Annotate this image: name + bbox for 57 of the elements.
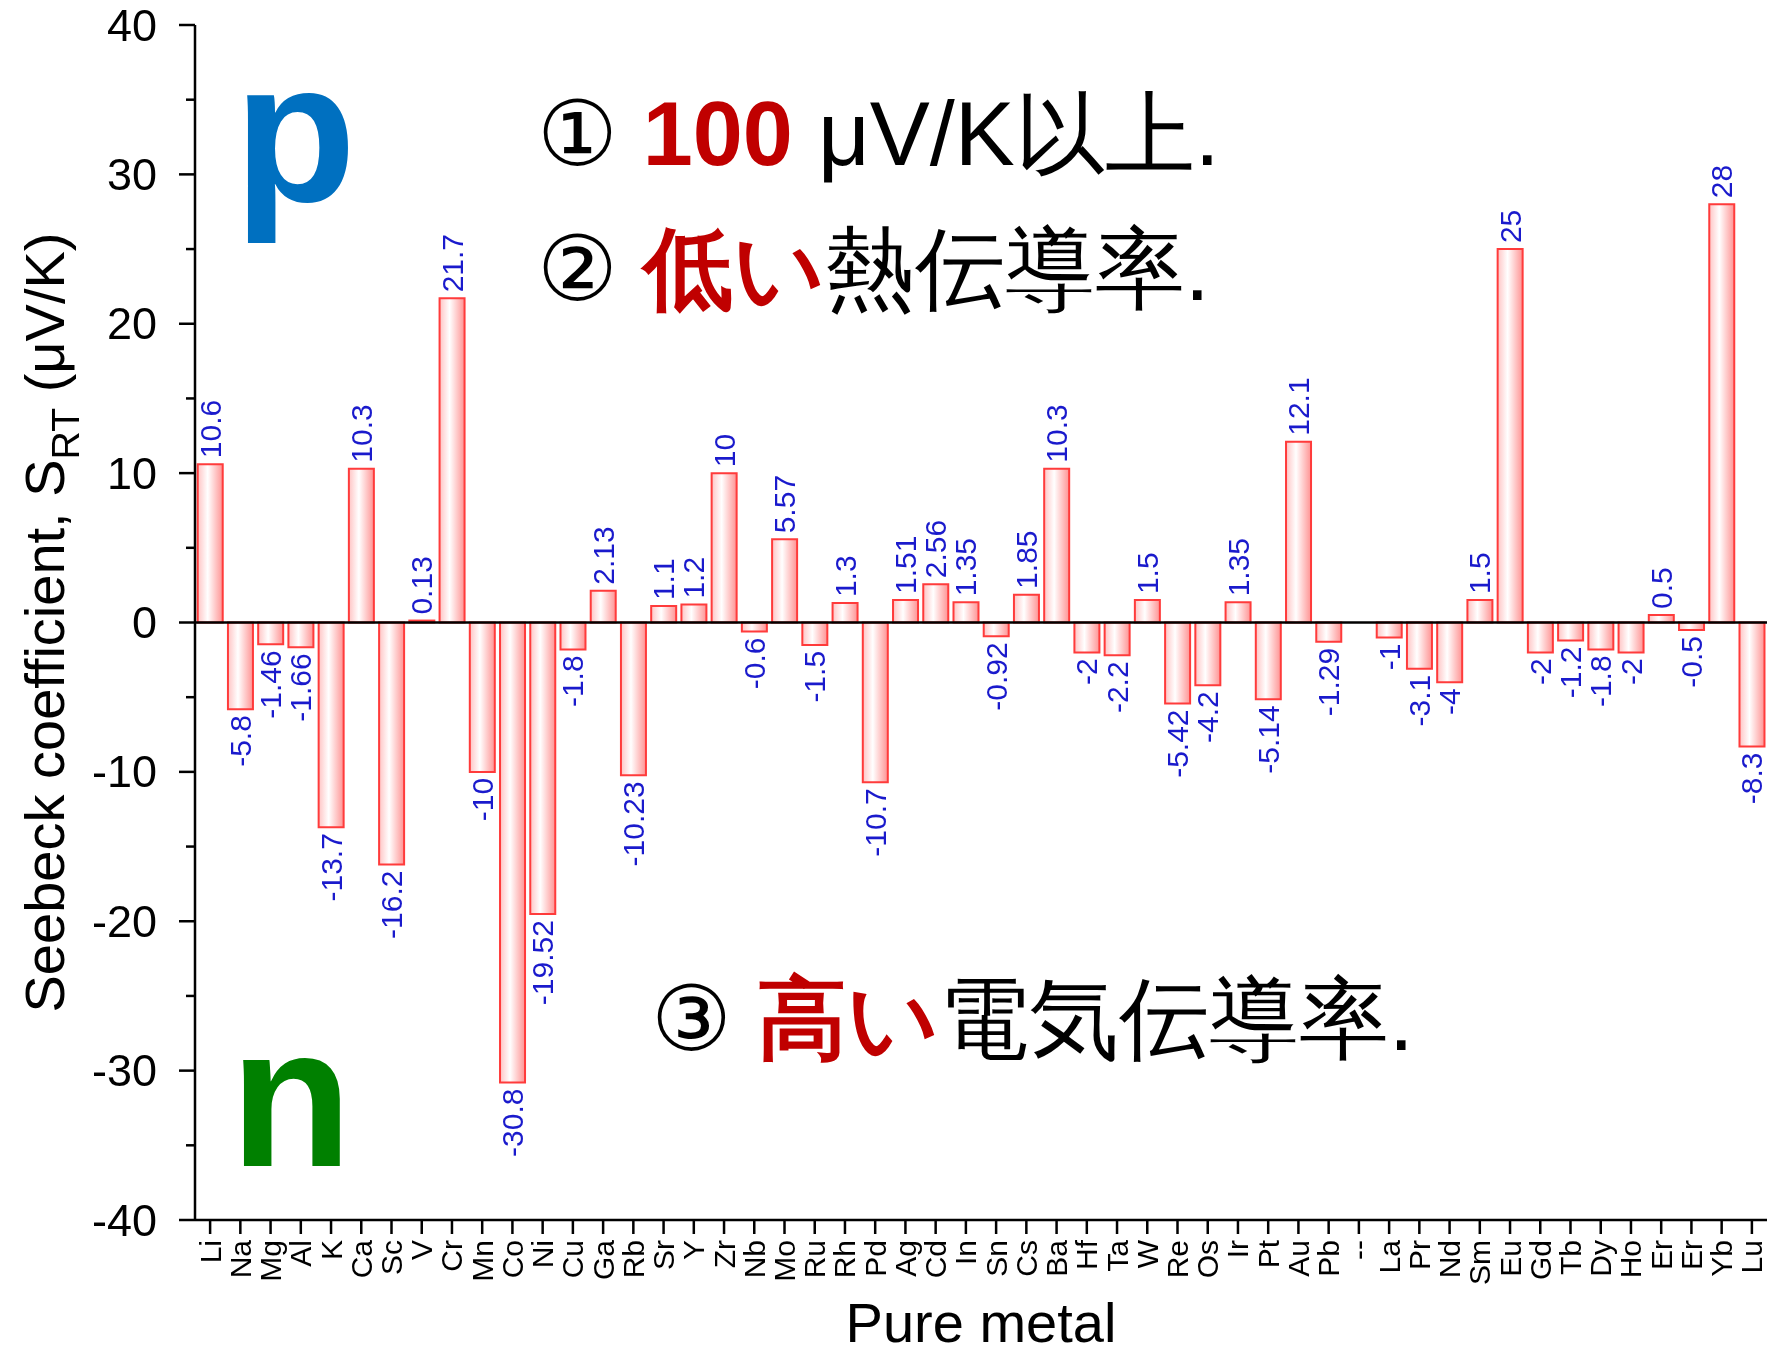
data-label: 1.35 [1221,537,1255,597]
data-label: 10.3 [1040,404,1074,463]
data-label: -16.2 [375,870,409,939]
data-label: -2 [1523,658,1557,686]
data-label: -19.52 [526,920,560,1006]
data-label: -8.3 [1735,752,1769,805]
annotation: ① 100 μV/K以上. [537,84,1220,184]
data-label: -0.5 [1675,635,1709,688]
y-tick-label: 0 [131,597,157,648]
y-tick-label: -40 [91,1194,157,1246]
data-label: -1.8 [556,655,590,708]
data-label: -0.6 [737,637,771,690]
data-label: 21.7 [435,233,469,293]
data-label: 2.13 [586,526,620,585]
annotation: p [233,20,357,243]
y-tick-label: 10 [106,447,157,499]
annotation: ② 低い熱伝導率. [537,219,1210,319]
data-label: 1.85 [1009,530,1043,589]
data-label: 1.5 [1463,552,1497,595]
data-label: -0.92 [979,642,1013,711]
data-label: -13.7 [314,833,348,902]
data-label: 25 [1493,209,1527,244]
y-tick-label: 40 [106,0,157,51]
data-label: 10 [707,433,741,468]
data-label: -5.14 [1251,705,1285,774]
data-label: 28 [1705,164,1739,199]
data-label: -4 [1433,688,1467,715]
data-label: -1 [1372,643,1406,671]
data-label: -1.5 [798,650,832,703]
data-label: 5.57 [768,474,802,534]
y-tick-label: -20 [91,895,157,947]
data-label: 0.5 [1644,567,1678,610]
y-tick-label: 30 [106,148,157,200]
data-label: 1.5 [1130,552,1164,595]
data-label: -3.1 [1402,674,1436,727]
data-label: 10.3 [344,404,378,463]
annotation: ③ 高い電気伝導率. [651,969,1414,1069]
data-label: -10.7 [858,788,892,857]
annotation: n [229,985,353,1208]
y-tick-label: -30 [91,1045,157,1097]
y-tick-label: 20 [106,298,157,350]
x-axis-title: Pure metal [845,1291,1117,1354]
data-label: 0.13 [405,556,439,615]
x-tick-label: Sc [375,1240,408,1276]
x-tick-label: Dy [1584,1240,1618,1277]
data-label: 1.3 [828,555,862,598]
x-tick-label: Tb [1554,1240,1587,1276]
data-label: -5.8 [223,715,257,767]
x-tick-label: Mo [768,1240,801,1282]
data-label: 12.1 [1282,377,1316,436]
data-label: 10.6 [193,399,227,459]
data-label: -10.23 [616,781,650,867]
data-label: -10 [465,777,499,822]
data-label: -30.8 [496,1088,530,1157]
x-tick-label: Re [1161,1240,1194,1279]
y-tick-label: -10 [91,746,157,798]
data-label: -1.29 [1312,647,1346,717]
